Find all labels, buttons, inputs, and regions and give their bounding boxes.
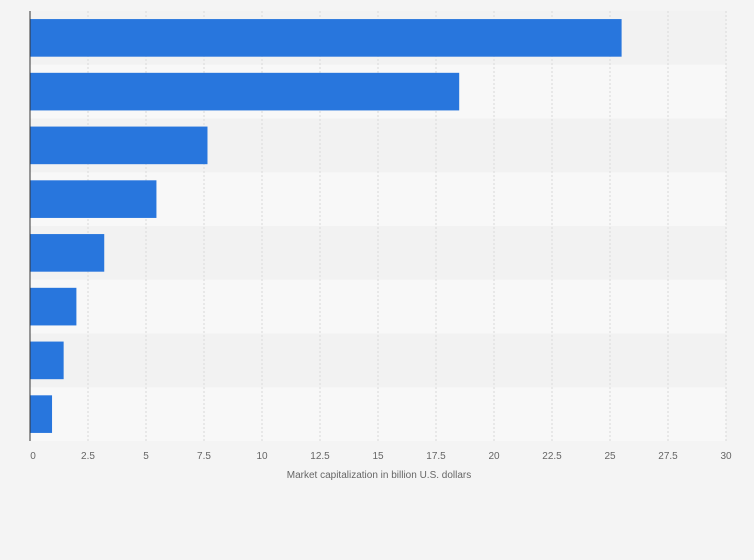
x-tick-label: 12.5 <box>310 451 330 462</box>
x-tick-label: 22.5 <box>542 451 562 462</box>
bar <box>30 395 53 433</box>
x-tick-label: 2.5 <box>81 451 95 462</box>
x-tick-labels: 0 2.5 5 7.5 10 12.5 15 17.5 20 22.5 25 27.5 30 <box>30 451 732 462</box>
x-tick-label: 15 <box>372 451 384 462</box>
bar <box>30 287 77 326</box>
x-axis-title: Market capitalization in billion U.S. do… <box>287 470 472 481</box>
x-tick-label: 5 <box>143 451 149 462</box>
x-tick-label: 30 <box>720 451 732 462</box>
x-tick-label: 0 <box>30 451 36 462</box>
bar <box>30 341 64 380</box>
bar <box>30 126 208 165</box>
x-tick-label: 20 <box>488 451 500 462</box>
bar <box>30 234 105 272</box>
bars <box>30 19 622 433</box>
bar <box>30 72 460 111</box>
bar <box>30 180 157 218</box>
x-tick-label: 25 <box>604 451 616 462</box>
x-tick-label: 17.5 <box>426 451 446 462</box>
x-tick-label: 7.5 <box>197 451 211 462</box>
x-tick-label: 10 <box>256 451 268 462</box>
x-tick-label: 27.5 <box>658 451 678 462</box>
bar <box>30 19 622 57</box>
